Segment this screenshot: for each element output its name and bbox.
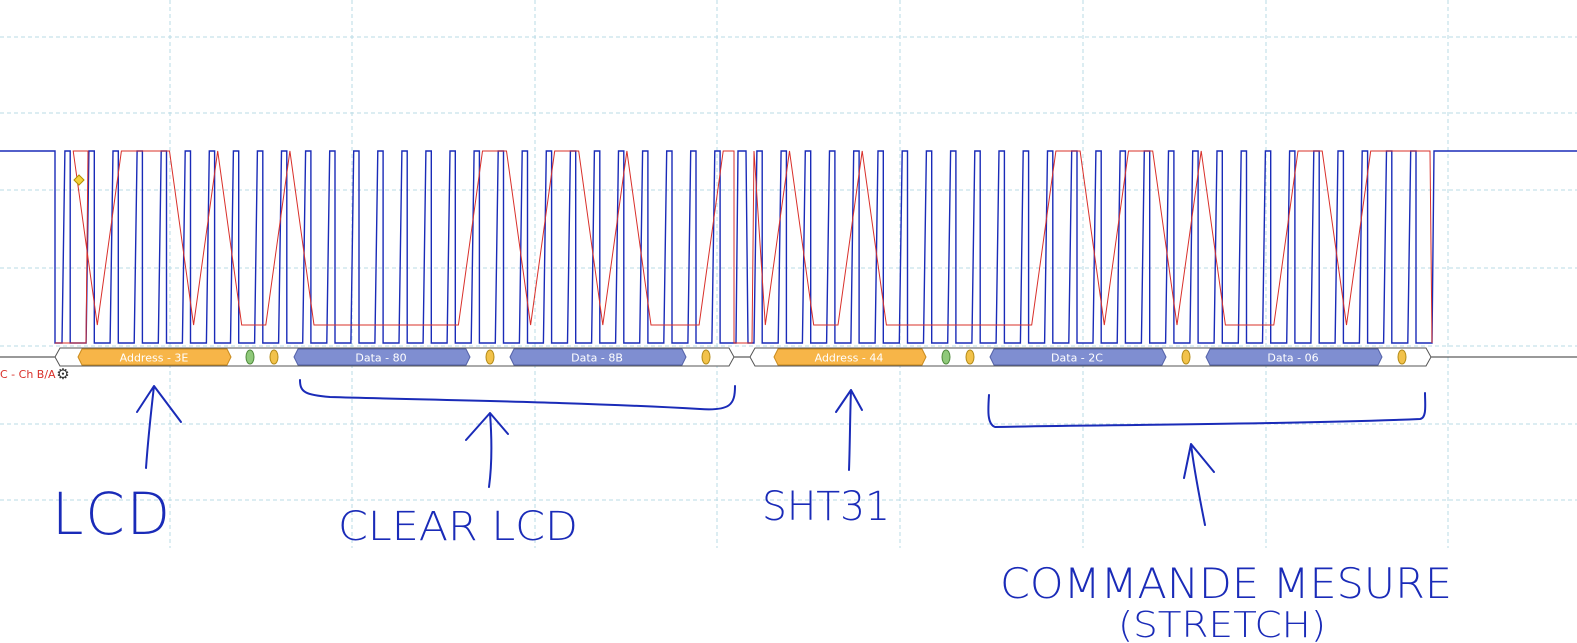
bracket-clear-lcd <box>299 379 736 411</box>
frame-address-3e[interactable]: Address - 3E <box>77 348 232 366</box>
frame-data-8b[interactable]: Data - 8B <box>509 348 687 366</box>
ack-marker[interactable] <box>485 349 495 365</box>
sda-trace <box>0 150 1577 344</box>
annotation-lcd: LCD <box>52 480 172 548</box>
bracket-commande-mesure <box>987 392 1427 428</box>
frame-data-2c[interactable]: Data - 2C <box>989 348 1167 366</box>
annotation-stretch: (STRETCH) <box>1118 605 1326 643</box>
ack-marker[interactable] <box>701 349 711 365</box>
ack-marker[interactable] <box>1181 349 1191 365</box>
frame-label: Data - 06 <box>1267 352 1318 365</box>
ack-marker[interactable] <box>269 349 279 365</box>
start-marker[interactable] <box>941 349 951 365</box>
ack-marker[interactable] <box>1397 349 1407 365</box>
arrow-commande-mesure <box>1183 443 1215 526</box>
frame-label: Data - 2C <box>1051 352 1103 365</box>
scl-trace <box>55 150 1433 344</box>
trigger-marker[interactable] <box>73 174 85 186</box>
arrow-lcd <box>136 385 182 469</box>
frame-data-06[interactable]: Data - 06 <box>1205 348 1383 366</box>
gear-icon[interactable]: ⚙ <box>56 365 70 383</box>
frame-label: Data - 8B <box>571 352 623 365</box>
frame-address-44[interactable]: Address - 44 <box>773 348 927 366</box>
sda-waveform <box>0 150 1577 344</box>
frame-label: Data - 80 <box>355 352 406 365</box>
annotation-sht31: SHT31 <box>762 484 890 530</box>
ack-marker[interactable] <box>965 349 975 365</box>
frame-data-80[interactable]: Data - 80 <box>293 348 471 366</box>
channel-label[interactable]: C - Ch B/A <box>0 368 56 381</box>
start-marker[interactable] <box>245 349 255 365</box>
scl-waveform <box>55 150 1433 344</box>
arrow-sht31 <box>835 389 863 471</box>
annotation-commande-mesure: COMMANDE MESURE <box>1000 559 1452 608</box>
annotation-clear-lcd: CLEAR LCD <box>338 504 578 550</box>
frame-label: Address - 44 <box>815 352 884 365</box>
frame-label: Address - 3E <box>120 352 189 365</box>
arrow-clear-lcd <box>465 412 509 488</box>
